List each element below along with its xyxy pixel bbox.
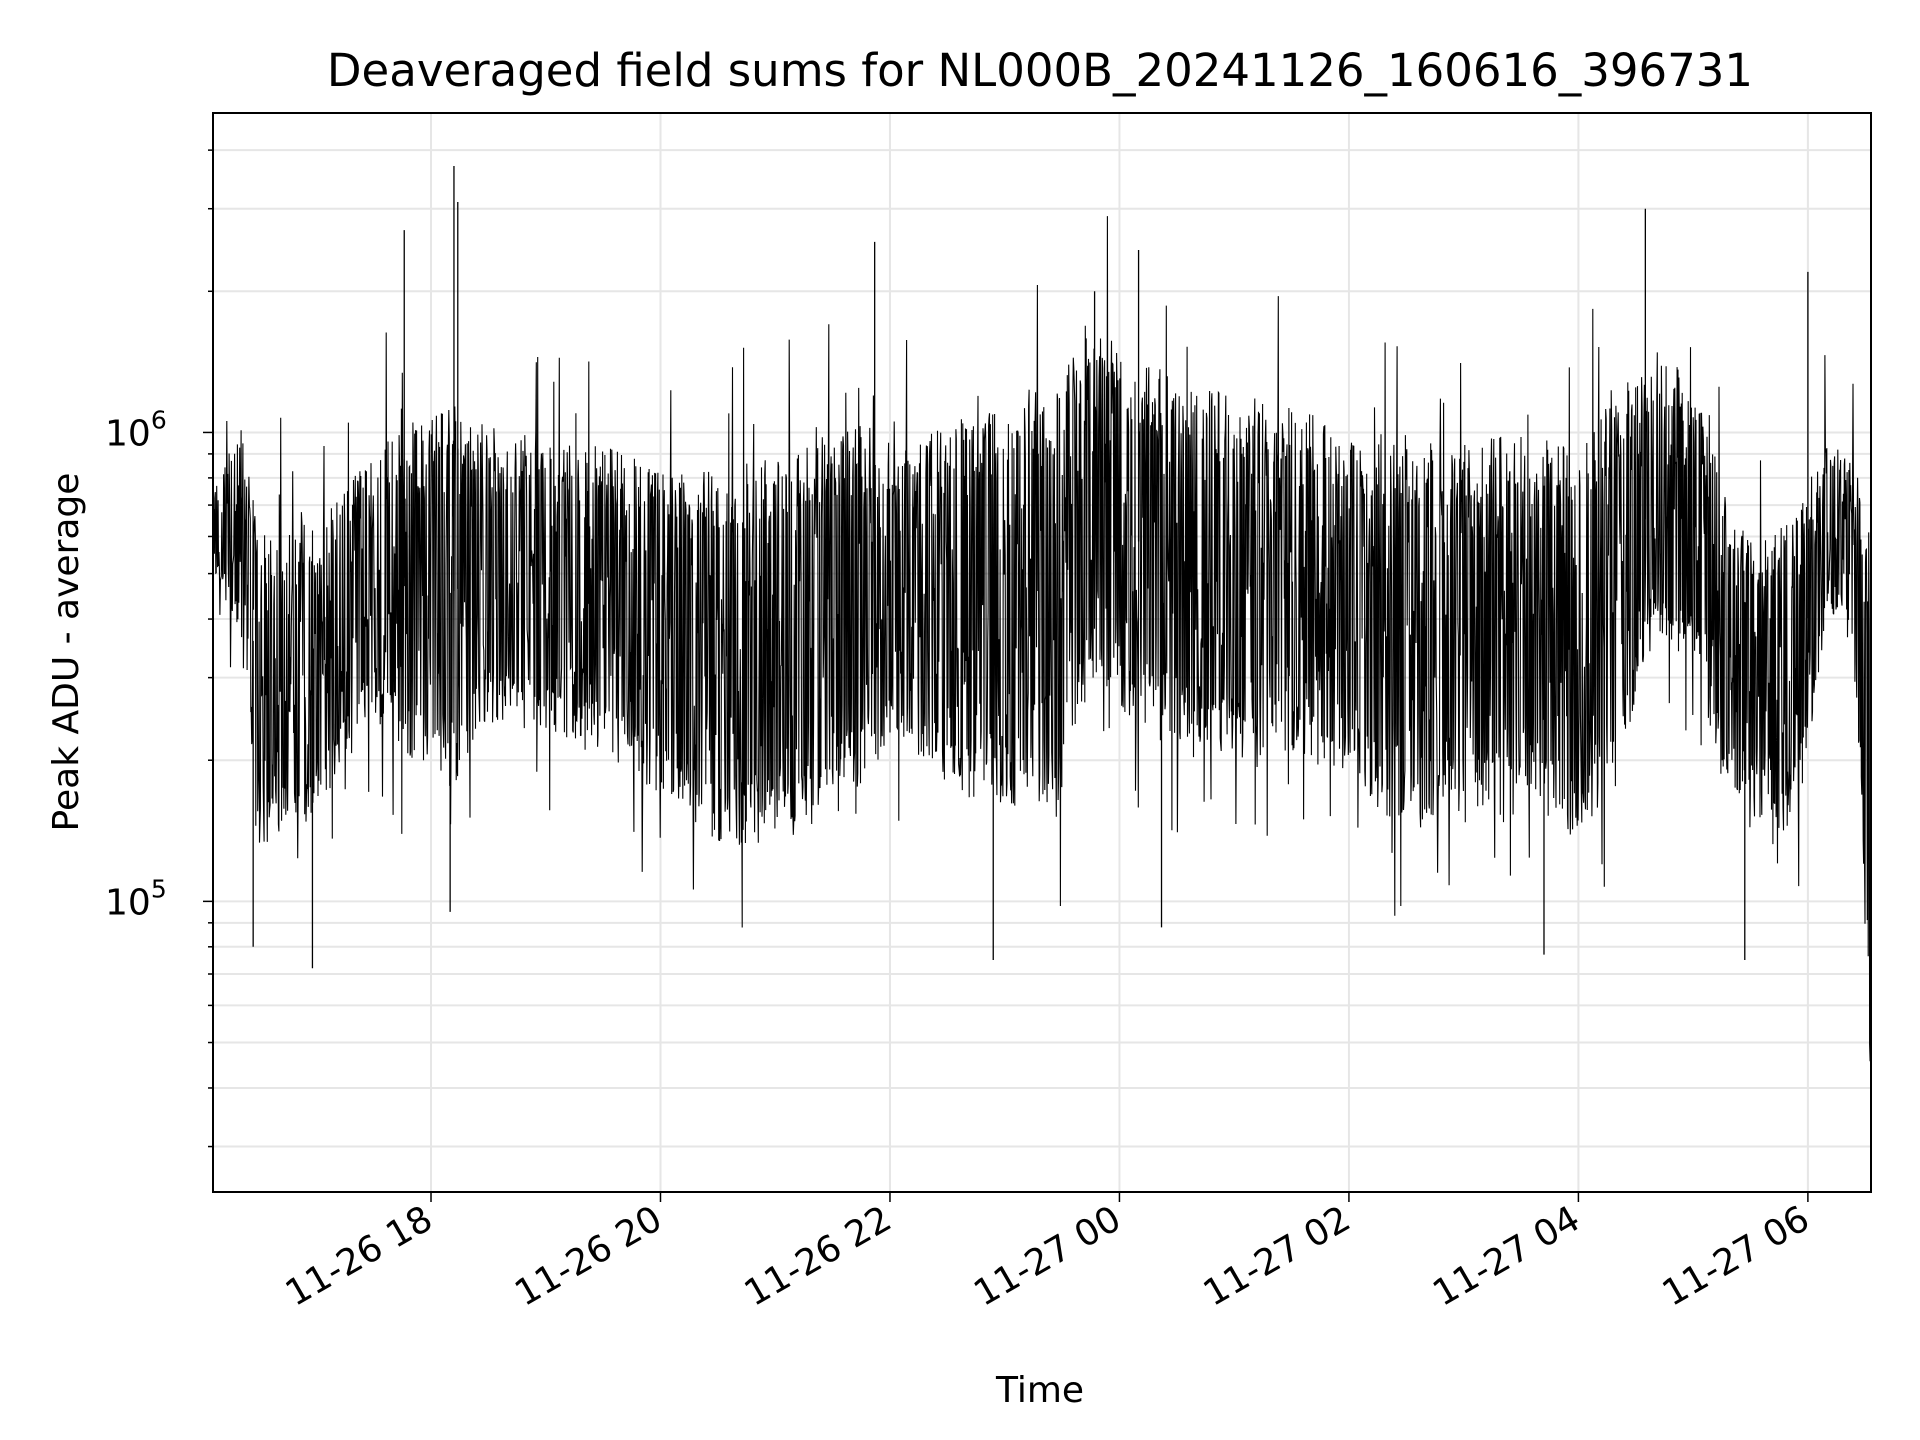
y-tick-base: 10 xyxy=(105,882,151,923)
y-tick-base: 10 xyxy=(105,413,151,454)
y-tick-label: 106 xyxy=(105,405,167,454)
y-tick-exponent: 6 xyxy=(151,405,167,434)
x-axis-label: Time xyxy=(995,1370,1084,1411)
y-tick-exponent: 5 xyxy=(151,874,167,903)
y-axis-label: Peak ADU - average xyxy=(46,473,87,832)
chart-title: Deaveraged field sums for NL000B_2024112… xyxy=(327,44,1753,97)
series-line xyxy=(212,216,1872,1101)
axes-frame xyxy=(212,112,1872,1193)
y-tick-label: 105 xyxy=(105,874,167,923)
